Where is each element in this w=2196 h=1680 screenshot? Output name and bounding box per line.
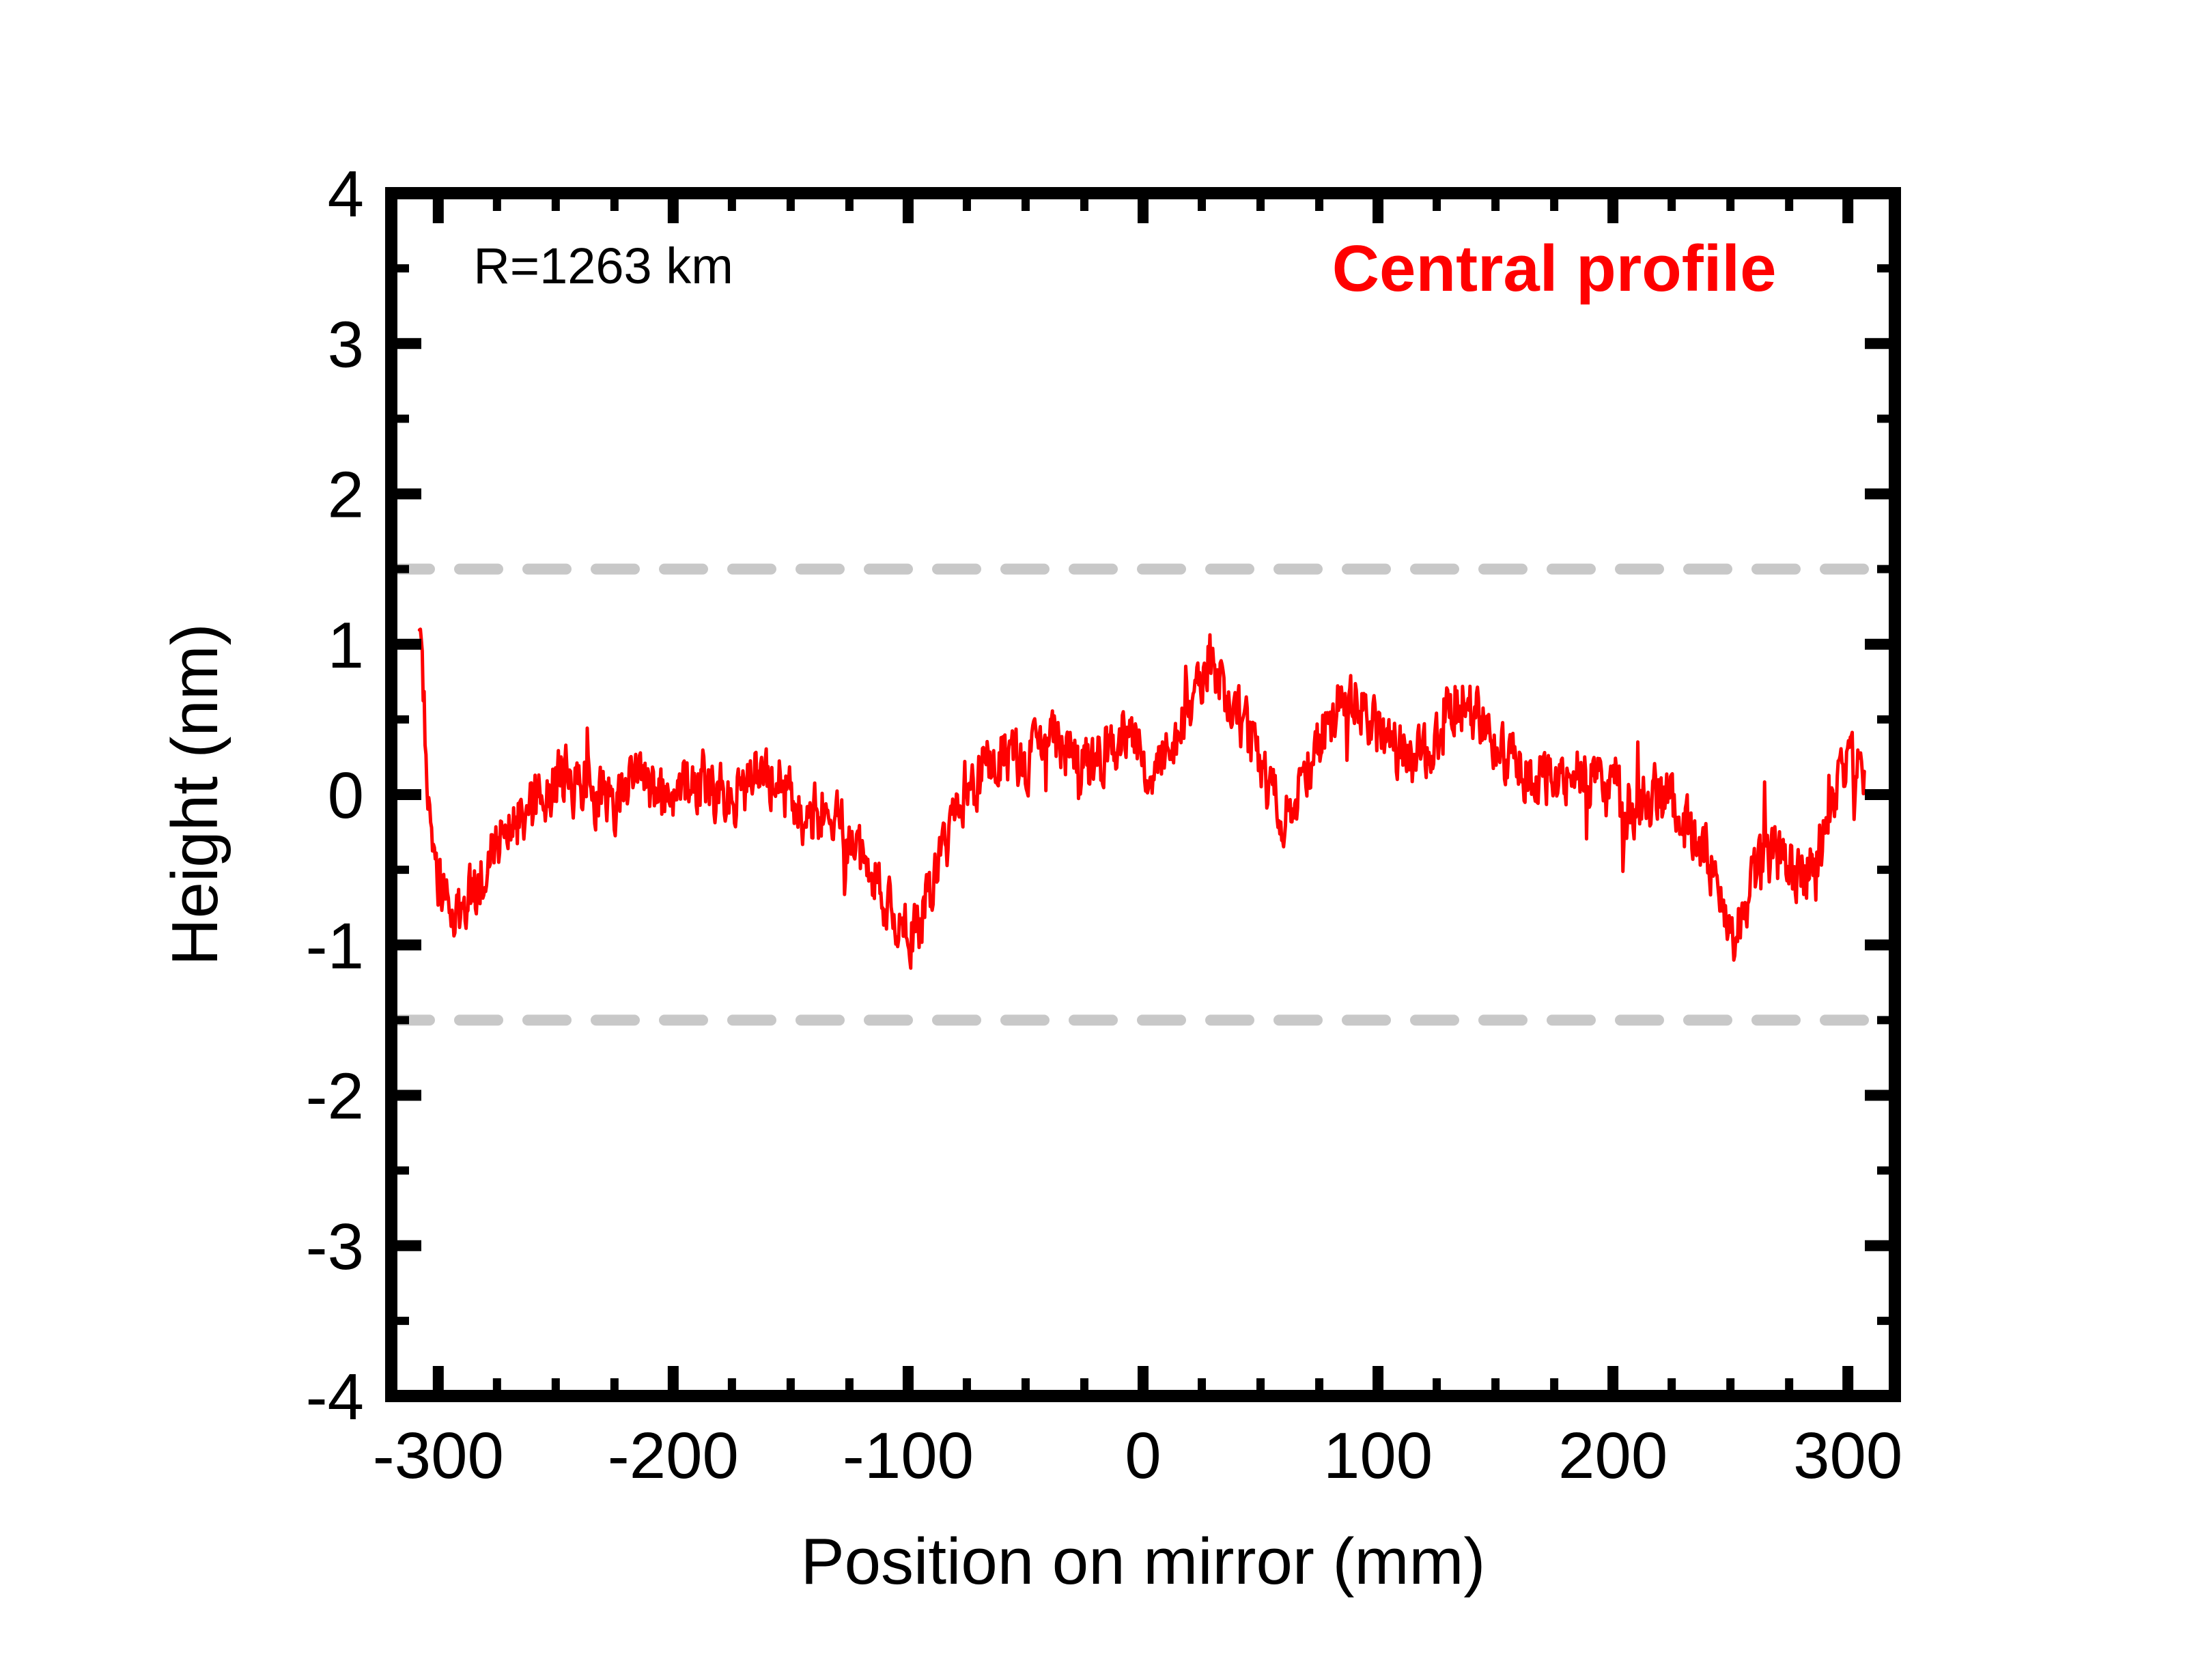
- y-tick-label: -2: [306, 1060, 364, 1133]
- y-tick-label: 4: [328, 158, 364, 231]
- y-tick-label: 3: [328, 308, 364, 381]
- y-tick-label: 0: [328, 759, 364, 832]
- y-tick-label: -3: [306, 1210, 364, 1283]
- x-tick-label: 0: [1125, 1419, 1161, 1492]
- annotations-group: R=1263 km Central profile: [473, 232, 1776, 305]
- data-series-group: [417, 627, 1866, 970]
- reference-lines-group: [386, 563, 1900, 1026]
- x-tick-label: 300: [1793, 1419, 1902, 1492]
- data-series-line: [417, 627, 1866, 970]
- x-tick-label: 100: [1323, 1419, 1433, 1492]
- y-tick-label: -4: [306, 1361, 364, 1434]
- axes-group: [385, 187, 1901, 1402]
- y-tick-label: 1: [328, 609, 364, 682]
- x-axis-title: Position on mirror (mm): [801, 1525, 1486, 1598]
- radius-annotation: R=1263 km: [473, 238, 733, 294]
- x-tick-label: -300: [373, 1419, 504, 1492]
- x-tick-label: -200: [608, 1419, 739, 1492]
- x-tick-label: 200: [1558, 1419, 1667, 1492]
- series-label: Central profile: [1332, 232, 1777, 305]
- y-tick-label: -1: [306, 909, 364, 982]
- x-tick-label: -100: [843, 1419, 974, 1492]
- y-axis-title: Height (nm): [158, 623, 231, 965]
- y-tick-label: 2: [328, 459, 364, 532]
- tick-labels-group: -300 -200 -100 0 100 200 300 -4 -3 -2 -1 0 1 2 3 4: [306, 158, 1903, 1492]
